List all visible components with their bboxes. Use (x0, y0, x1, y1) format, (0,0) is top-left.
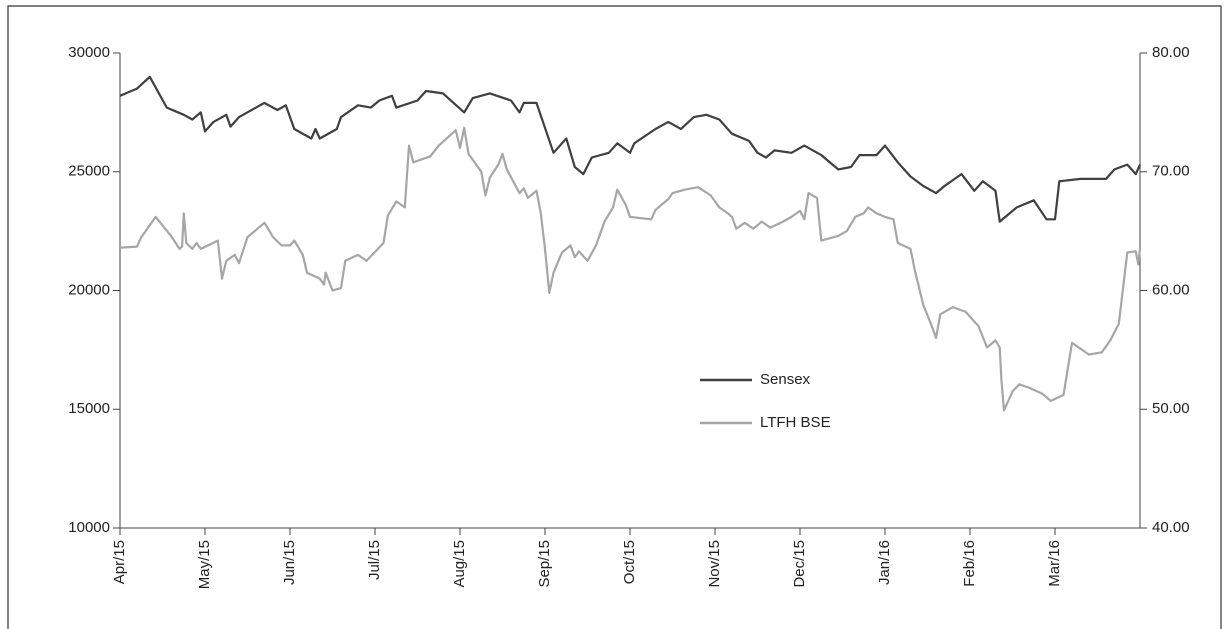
series-line (119, 75, 1142, 223)
chart-border (7, 5, 1222, 629)
x-tick-label: May/15 (196, 540, 213, 589)
y-tick-label: 20000 (68, 281, 110, 298)
y-tick-label: 15000 (68, 400, 110, 417)
y-tick-label: 30000 (68, 44, 110, 61)
x-tick-label: Jan/16 (876, 540, 893, 585)
y2-tick-label: 50.00 (1152, 400, 1190, 417)
x-tick-label: Sep/15 (536, 540, 553, 588)
legend-label: Sensex (760, 371, 811, 388)
y-tick-label: 10000 (68, 519, 110, 536)
series-line (119, 126, 1142, 412)
x-tick-label: Mar/16 (1046, 540, 1063, 587)
x-tick-label: Feb/16 (961, 540, 978, 587)
x-tick-label: Dec/15 (791, 540, 808, 588)
x-tick-label: Jun/15 (281, 540, 298, 585)
y-tick-label: 25000 (68, 163, 110, 180)
y2-tick-label: 70.00 (1152, 163, 1190, 180)
y2-tick-label: 60.00 (1152, 281, 1190, 298)
x-tick-label: Jul/15 (366, 540, 383, 580)
x-tick-label: Apr/15 (111, 540, 128, 584)
x-tick-label: Oct/15 (621, 540, 638, 584)
y2-tick-label: 80.00 (1152, 44, 1190, 61)
x-tick-label: Nov/15 (706, 540, 723, 588)
x-tick-label: Aug/15 (451, 540, 468, 588)
legend-label: LTFH BSE (760, 414, 831, 431)
y2-tick-label: 40.00 (1152, 519, 1190, 536)
